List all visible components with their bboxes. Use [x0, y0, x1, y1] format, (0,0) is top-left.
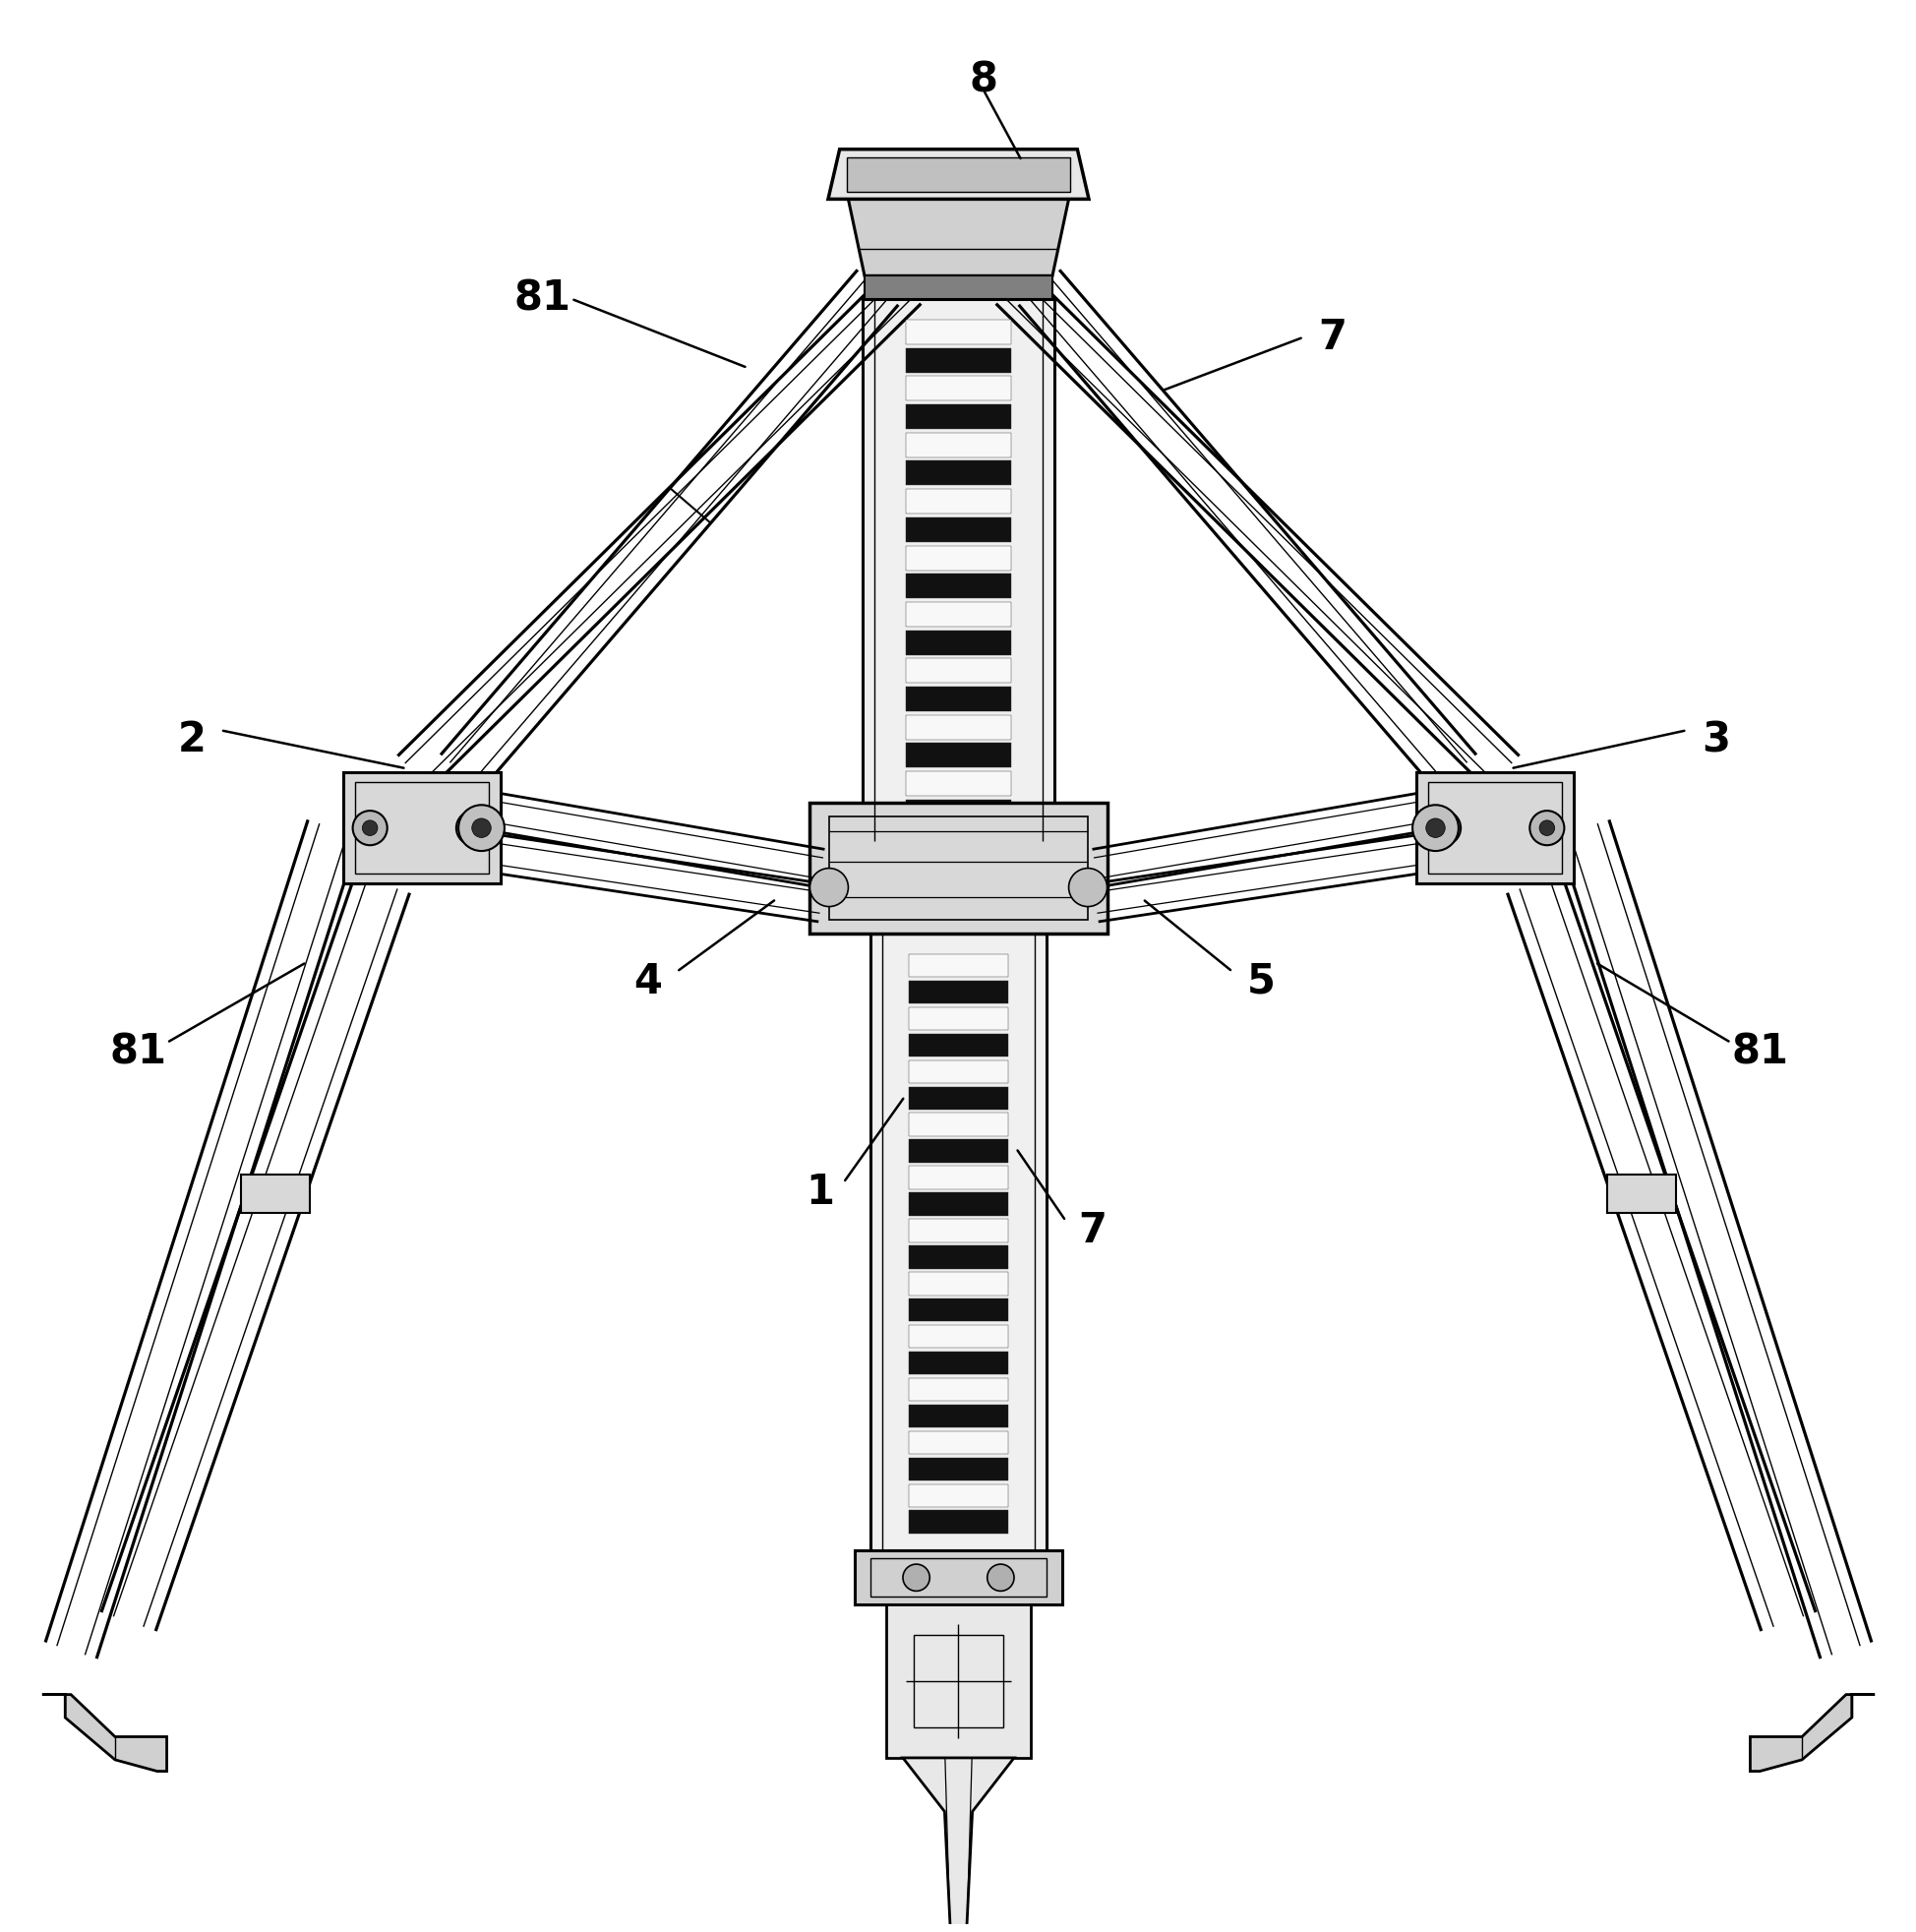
Bar — [855, 1551, 1061, 1604]
Bar — [354, 782, 489, 873]
Bar — [904, 686, 1010, 711]
Bar — [904, 489, 1010, 514]
Circle shape — [466, 821, 481, 837]
Bar — [904, 348, 1010, 373]
Bar — [912, 1634, 1004, 1727]
Bar — [908, 1484, 1008, 1507]
Bar — [908, 1140, 1008, 1163]
Bar — [904, 800, 1010, 825]
Bar — [864, 276, 1052, 299]
Bar — [828, 817, 1086, 920]
Circle shape — [1067, 867, 1106, 906]
Bar — [904, 715, 1010, 740]
Bar — [904, 518, 1010, 541]
Bar — [1427, 782, 1562, 873]
Bar — [908, 1352, 1008, 1374]
Bar — [904, 630, 1010, 655]
Text: 7: 7 — [1318, 317, 1345, 357]
Polygon shape — [847, 199, 1067, 276]
Bar — [908, 1457, 1008, 1480]
Bar — [904, 377, 1010, 400]
Bar — [870, 1559, 1046, 1596]
Bar — [862, 299, 1054, 840]
Polygon shape — [828, 149, 1088, 199]
Circle shape — [902, 1565, 929, 1592]
Bar — [904, 771, 1010, 796]
Text: 1: 1 — [807, 1171, 833, 1213]
Bar — [1606, 1175, 1675, 1213]
Circle shape — [1412, 806, 1458, 850]
Bar — [1416, 773, 1573, 883]
Circle shape — [1529, 811, 1563, 844]
Bar — [908, 1061, 1008, 1084]
Text: 5: 5 — [1247, 960, 1274, 1003]
Bar — [904, 433, 1010, 458]
Polygon shape — [902, 1758, 1014, 1932]
Text: 7: 7 — [1079, 1209, 1106, 1252]
Bar — [908, 1219, 1008, 1242]
Bar — [908, 1298, 1008, 1321]
Bar — [908, 954, 1008, 978]
Circle shape — [809, 867, 847, 906]
Text: 81: 81 — [1730, 1032, 1788, 1072]
Bar — [908, 981, 1008, 1003]
Bar — [904, 319, 1010, 344]
Bar — [343, 773, 500, 883]
Bar — [908, 1086, 1008, 1109]
Text: 81: 81 — [513, 278, 571, 319]
Bar — [904, 545, 1010, 570]
Bar — [885, 1604, 1029, 1758]
Bar — [904, 603, 1010, 626]
Bar — [908, 1034, 1008, 1057]
Bar — [908, 1511, 1008, 1534]
Text: 8: 8 — [969, 60, 996, 100]
Bar — [847, 156, 1069, 191]
Text: 4: 4 — [634, 960, 661, 1003]
Bar — [908, 1007, 1008, 1030]
Circle shape — [456, 811, 490, 844]
Circle shape — [353, 811, 387, 844]
Circle shape — [1426, 819, 1445, 838]
Circle shape — [987, 1565, 1014, 1592]
Bar — [908, 1271, 1008, 1294]
Circle shape — [1539, 821, 1554, 837]
Circle shape — [458, 806, 504, 850]
Polygon shape — [1749, 1694, 1874, 1772]
Bar — [809, 804, 1106, 933]
Bar — [904, 659, 1010, 684]
Circle shape — [1426, 811, 1460, 844]
Bar — [904, 574, 1010, 599]
Text: 3: 3 — [1701, 719, 1728, 761]
Circle shape — [362, 821, 377, 837]
Bar — [908, 1405, 1008, 1428]
Text: 81: 81 — [109, 1032, 167, 1072]
Bar — [908, 1167, 1008, 1188]
Bar — [241, 1175, 310, 1213]
Bar — [904, 404, 1010, 429]
Text: 2: 2 — [178, 719, 205, 761]
Bar — [904, 744, 1010, 767]
Bar — [870, 933, 1046, 1551]
Bar — [908, 1192, 1008, 1215]
Bar — [908, 1432, 1008, 1455]
Circle shape — [1435, 821, 1450, 837]
Bar — [908, 1378, 1008, 1401]
Circle shape — [471, 819, 490, 838]
Bar — [908, 1325, 1008, 1349]
Polygon shape — [42, 1694, 167, 1772]
Bar — [904, 462, 1010, 485]
Bar — [908, 1246, 1008, 1269]
Bar — [908, 1113, 1008, 1136]
